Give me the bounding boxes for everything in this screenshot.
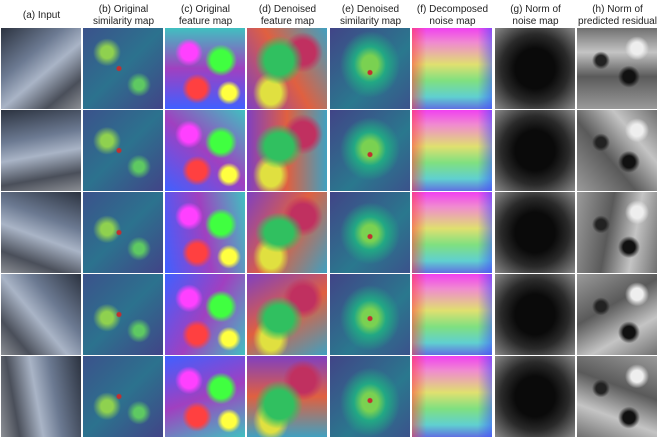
header-line: (b) Original: [98, 4, 149, 15]
column-header: (b) Original similarity map: [83, 4, 164, 28]
column-header: (e) Denoised similarity map: [330, 4, 411, 28]
image-cell: [247, 356, 327, 437]
image-cell: [412, 274, 492, 355]
column-header: (c) Original feature map: [165, 4, 246, 28]
image-cell: [577, 274, 657, 355]
header-line: (d) Denoised: [258, 4, 317, 15]
image-cell: [412, 356, 492, 437]
image-cell: [1, 192, 81, 273]
header-line: (g) Norm of: [510, 4, 561, 15]
header-line: (h) Norm of: [592, 4, 643, 15]
image-cell: [577, 356, 657, 437]
header-line: predicted residual: [578, 16, 657, 27]
image-cell: [412, 192, 492, 273]
image-cell: [165, 192, 245, 273]
image-cell: [330, 28, 410, 109]
image-cell: [495, 356, 575, 437]
image-cell: [83, 110, 163, 191]
header-line: (c) Original: [181, 4, 230, 15]
image-cell: [1, 110, 81, 191]
image-cell: [165, 28, 245, 109]
header-line: similarity map: [339, 16, 402, 27]
image-cell: [577, 28, 657, 109]
image-cell: [83, 28, 163, 109]
image-cell: [495, 274, 575, 355]
column-header: (h) Norm of predicted residual: [577, 4, 658, 28]
header-line: (a) Input: [22, 10, 61, 21]
header-line: feature map: [260, 16, 315, 27]
header-line: similarity map: [92, 16, 155, 27]
header-line: feature map: [178, 16, 233, 27]
image-cell: [330, 274, 410, 355]
column-header: (a) Input: [1, 10, 82, 22]
column-header: (g) Norm of noise map: [495, 4, 576, 28]
image-cell: [495, 110, 575, 191]
header-line: (f) Decomposed: [416, 4, 489, 15]
image-cell: [247, 28, 327, 109]
image-cell: [83, 274, 163, 355]
image-cell: [412, 110, 492, 191]
column-header: (d) Denoised feature map: [247, 4, 328, 28]
image-cell: [1, 356, 81, 437]
image-cell: [330, 192, 410, 273]
image-cell: [577, 110, 657, 191]
image-cell: [1, 274, 81, 355]
image-cell: [165, 356, 245, 437]
image-cell: [1, 28, 81, 109]
image-cell: [330, 110, 410, 191]
image-cell: [247, 110, 327, 191]
image-cell: [83, 356, 163, 437]
image-cell: [495, 192, 575, 273]
image-cell: [247, 192, 327, 273]
column-header: (f) Decomposed noise map: [412, 4, 493, 28]
image-cell: [165, 274, 245, 355]
header-line: noise map: [429, 16, 476, 27]
image-cell: [495, 28, 575, 109]
image-cell: [330, 356, 410, 437]
image-cell: [577, 192, 657, 273]
image-cell: [412, 28, 492, 109]
header-line: (e) Denoised: [341, 4, 400, 15]
image-cell: [247, 274, 327, 355]
image-cell: [83, 192, 163, 273]
header-line: noise map: [512, 16, 559, 27]
image-cell: [165, 110, 245, 191]
